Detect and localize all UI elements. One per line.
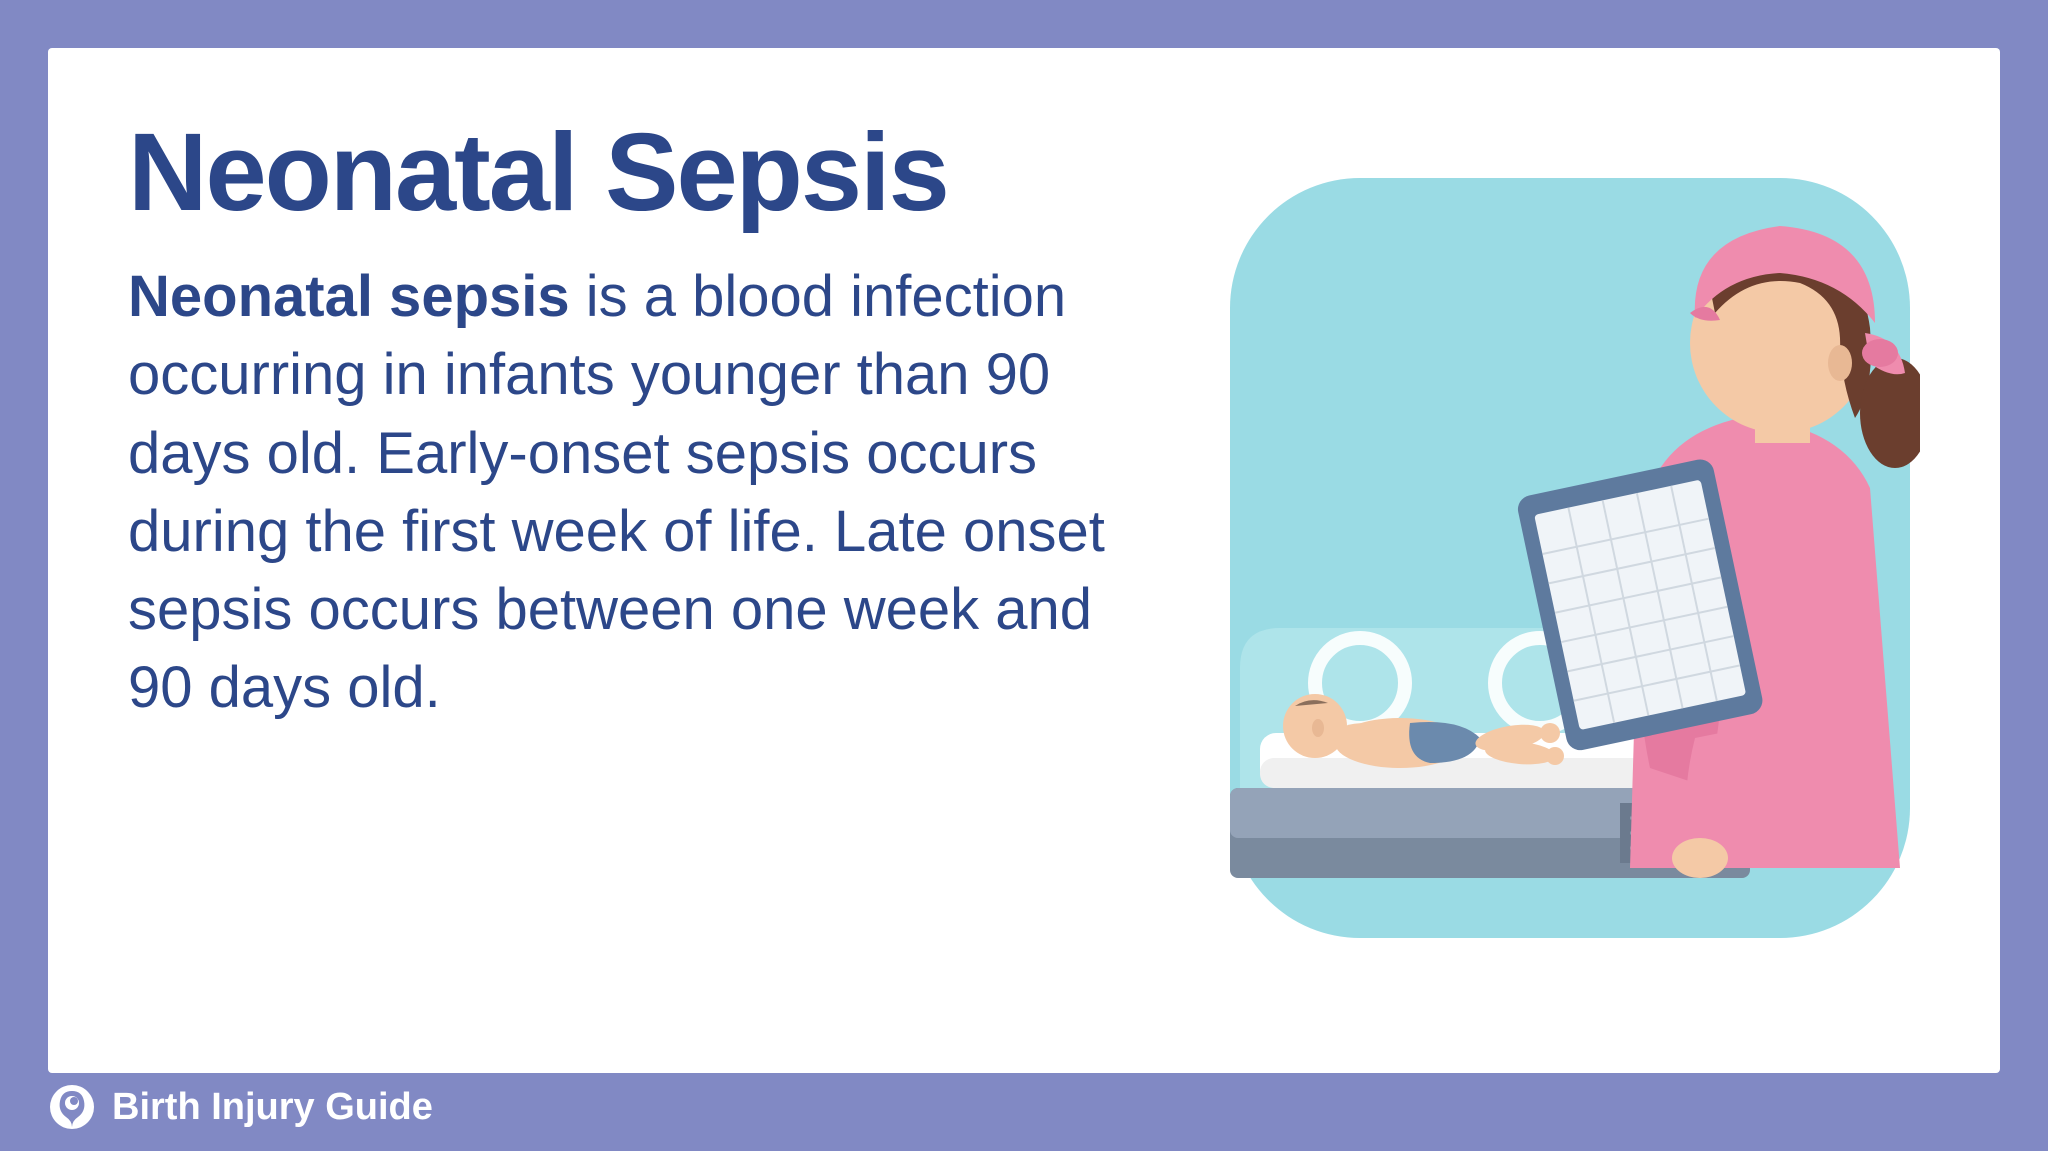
- text-content: Neonatal Sepsis Neonatal sepsis is a blo…: [128, 118, 1150, 728]
- footer-brand: Birth Injury Guide: [48, 1083, 433, 1131]
- card-title: Neonatal Sepsis: [128, 118, 1150, 228]
- card-description: Neonatal sepsis is a blood infection occ…: [128, 258, 1150, 728]
- brand-logo-icon: [48, 1083, 96, 1131]
- description-lead: Neonatal sepsis: [128, 264, 570, 329]
- description-body: is a blood infection occurring in infant…: [128, 264, 1105, 720]
- info-card: Neonatal Sepsis Neonatal sepsis is a blo…: [48, 48, 2000, 1073]
- nurse-incubator-illustration: [1200, 178, 1920, 958]
- footer-brand-text: Birth Injury Guide: [112, 1086, 433, 1129]
